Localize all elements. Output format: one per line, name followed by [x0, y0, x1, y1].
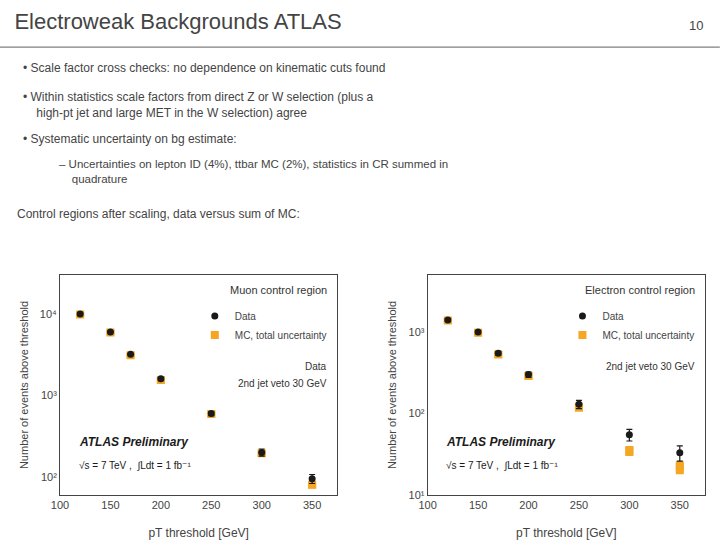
svg-text:Data: Data [602, 311, 624, 322]
svg-text:10²: 10² [409, 407, 425, 419]
svg-text:250: 250 [570, 499, 588, 511]
svg-text:2nd jet veto 30 GeV: 2nd jet veto 30 GeV [238, 378, 327, 389]
svg-text:10³: 10³ [409, 326, 425, 338]
svg-text:• Within statistics scale fact: • Within statistics scale factors from d… [23, 90, 374, 120]
svg-text:10³: 10³ [41, 389, 57, 401]
svg-text:350: 350 [671, 499, 689, 511]
svg-text:MC, total uncertainty: MC, total uncertainty [235, 330, 327, 341]
svg-text:150: 150 [469, 499, 487, 511]
svg-text:Control regions after scaling,: Control regions after scaling, data vers… [17, 207, 300, 221]
svg-text:• Systematic uncertainty on bg: • Systematic uncertainty on bg estimate: [23, 132, 237, 146]
svg-text:250: 250 [202, 499, 220, 511]
svg-text:MC, total uncertainty: MC, total uncertainty [602, 330, 694, 341]
svg-text:100: 100 [418, 499, 436, 511]
svg-text:pT threshold [GeV]: pT threshold [GeV] [516, 526, 617, 540]
svg-text:√s = 7 TeV , ∫Ldt = 1 fb⁻¹: √s = 7 TeV , ∫Ldt = 1 fb⁻¹ [446, 460, 558, 471]
svg-text:ATLAS Preliminary: ATLAS Preliminary [79, 435, 189, 449]
svg-text:2nd jet veto 30 GeV: 2nd jet veto 30 GeV [606, 361, 695, 372]
svg-text:Electroweak Backgrounds ATLAS: Electroweak Backgrounds ATLAS [14, 9, 341, 34]
svg-text:ATLAS Preliminary: ATLAS Preliminary [446, 435, 556, 449]
svg-text:Number of events above thresho: Number of events above threshold [386, 301, 398, 469]
svg-text:300: 300 [253, 499, 271, 511]
svg-text:10⁴: 10⁴ [40, 308, 57, 320]
svg-text:10: 10 [689, 18, 703, 33]
svg-text:350: 350 [303, 499, 321, 511]
svg-text:200: 200 [519, 499, 537, 511]
svg-text:Electron control region: Electron control region [585, 284, 695, 296]
svg-text:Data: Data [305, 361, 327, 372]
svg-text:300: 300 [620, 499, 638, 511]
svg-text:Data: Data [235, 311, 257, 322]
svg-text:√s = 7 TeV , ∫Ldt = 1 fb⁻¹: √s = 7 TeV , ∫Ldt = 1 fb⁻¹ [79, 460, 191, 471]
svg-text:Number of events above thresho: Number of events above threshold [18, 301, 30, 469]
svg-text:– Uncertainties on lepton ID (: – Uncertainties on lepton ID (4%), ttbar… [59, 158, 448, 185]
svg-text:10¹: 10¹ [409, 489, 425, 501]
svg-text:• Scale factor cross checks: n: • Scale factor cross checks: no dependen… [23, 61, 385, 75]
svg-text:150: 150 [101, 499, 119, 511]
svg-text:10²: 10² [41, 471, 57, 483]
svg-text:100: 100 [51, 499, 69, 511]
svg-text:200: 200 [152, 499, 170, 511]
svg-text:Muon control region: Muon control region [230, 284, 327, 296]
svg-text:pT threshold [GeV]: pT threshold [GeV] [148, 526, 249, 540]
